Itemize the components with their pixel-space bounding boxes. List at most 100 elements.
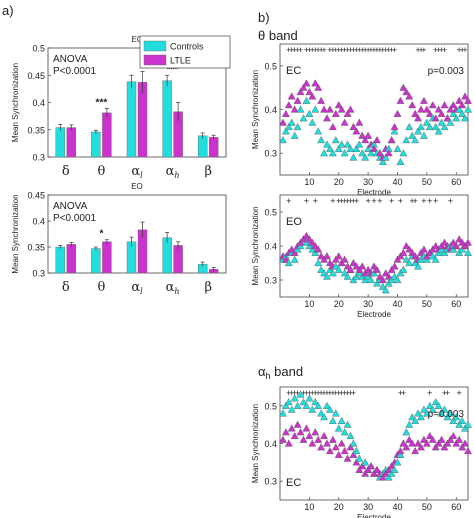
marker-controls — [325, 144, 334, 152]
marker-ltle — [287, 424, 296, 432]
y-tick-label: 0.3 — [264, 149, 277, 159]
marker-controls — [458, 109, 467, 117]
marker-ltle — [411, 447, 420, 455]
x-tick-label: 40 — [392, 177, 402, 187]
marker-ltle — [281, 109, 290, 117]
marker-ltle — [434, 439, 443, 447]
marker-controls — [464, 420, 472, 428]
marker-ltle — [440, 238, 449, 246]
marker-ltle — [372, 265, 381, 273]
y-tick-label: 0.4 — [264, 439, 277, 449]
y-axis-label: Mean Synchronization — [251, 206, 260, 285]
marker-controls — [328, 269, 337, 277]
marker-controls — [381, 286, 390, 294]
marker-ltle — [446, 435, 455, 443]
theta-band-title: θ band — [258, 28, 298, 43]
significance-plus: + — [330, 388, 335, 398]
marker-ltle — [381, 269, 390, 277]
alpha-h-band-title: αh band — [258, 364, 303, 381]
x-tick-label: θ — [97, 164, 105, 179]
y-axis-label: Mean Synchronization — [11, 63, 20, 142]
marker-controls — [390, 272, 399, 280]
significance-plus: + — [295, 388, 300, 398]
marker-controls — [278, 136, 287, 144]
marker-ltle — [317, 443, 326, 451]
marker-ltle — [317, 252, 326, 260]
marker-controls — [417, 122, 425, 131]
marker-ltle — [422, 439, 431, 447]
x-tick-label: αh — [166, 164, 180, 180]
significance-plus: + — [351, 196, 356, 206]
marker-controls — [458, 416, 467, 424]
marker-ltle — [305, 431, 314, 440]
significance-plus: + — [316, 388, 321, 398]
significance-plus: + — [345, 196, 350, 206]
marker-ltle — [346, 105, 355, 113]
significance-plus: + — [289, 45, 294, 55]
marker-controls — [317, 136, 326, 144]
marker-ltle — [317, 96, 326, 104]
significance-plus: + — [307, 388, 312, 398]
marker-controls — [449, 416, 458, 424]
marker-controls — [446, 118, 455, 126]
marker-controls — [340, 149, 349, 157]
significance-plus: + — [295, 45, 300, 55]
x-tick-label: 40 — [392, 299, 402, 309]
marker-controls — [402, 255, 411, 263]
legend-swatch-controls — [143, 40, 167, 52]
significance-plus: + — [307, 45, 312, 55]
marker-ltle — [305, 88, 314, 96]
panel-b-label: b) — [258, 10, 270, 25]
significance-plus: + — [333, 388, 338, 398]
marker-controls — [320, 269, 329, 277]
marker-controls — [358, 149, 367, 157]
marker-ltle — [408, 101, 417, 109]
panel-a-label: a) — [2, 3, 14, 18]
significance-plus: + — [389, 196, 394, 206]
anova-annotation: ANOVA — [53, 201, 88, 212]
marker-controls — [352, 144, 361, 152]
condition-label: EO — [286, 216, 302, 228]
marker-ltle — [308, 439, 317, 447]
marker-controls — [414, 409, 423, 417]
significance-plus: + — [289, 388, 294, 398]
marker-controls — [414, 262, 423, 270]
significance-plus: + — [354, 45, 359, 55]
marker-ltle — [446, 105, 455, 113]
marker-controls — [431, 122, 440, 131]
bar-controls — [197, 135, 208, 158]
y-tick-label: 0.5 — [32, 44, 45, 54]
marker-ltle — [349, 450, 358, 458]
significance-plus: + — [292, 45, 297, 55]
plot-frame — [47, 194, 227, 274]
legend-swatch-ltle — [143, 54, 167, 66]
significance-plus: + — [327, 45, 332, 55]
marker-controls — [405, 122, 414, 131]
bar-chart-ec: EC 0.3 0.35 0.4 0.45 0.5 Mean Synchronization A… — [11, 35, 231, 180]
marker-ltle — [419, 245, 428, 253]
marker-controls — [320, 149, 329, 157]
marker-ltle — [361, 136, 370, 144]
marker-ltle — [343, 109, 352, 117]
marker-controls — [396, 157, 405, 165]
marker-ltle — [402, 443, 411, 451]
marker-ltle — [281, 428, 290, 436]
marker-controls — [323, 401, 331, 409]
y-tick-label: 0.4 — [264, 242, 277, 252]
marker-ltle — [387, 136, 396, 144]
marker-controls — [381, 153, 390, 161]
marker-ltle — [355, 118, 364, 126]
marker-controls — [446, 409, 455, 417]
marker-ltle — [302, 79, 311, 87]
marker-ltle — [405, 435, 414, 443]
x-tick-label: 60 — [451, 502, 461, 512]
marker-controls — [452, 114, 461, 122]
condition-label: EC — [286, 477, 301, 489]
marker-ltle — [328, 435, 337, 443]
marker-ltle — [299, 435, 308, 443]
marker-ltle — [405, 92, 414, 100]
marker-controls — [367, 275, 376, 284]
marker-ltle — [393, 109, 402, 117]
marker-controls — [325, 405, 334, 413]
significance-marker: * — [99, 229, 103, 240]
